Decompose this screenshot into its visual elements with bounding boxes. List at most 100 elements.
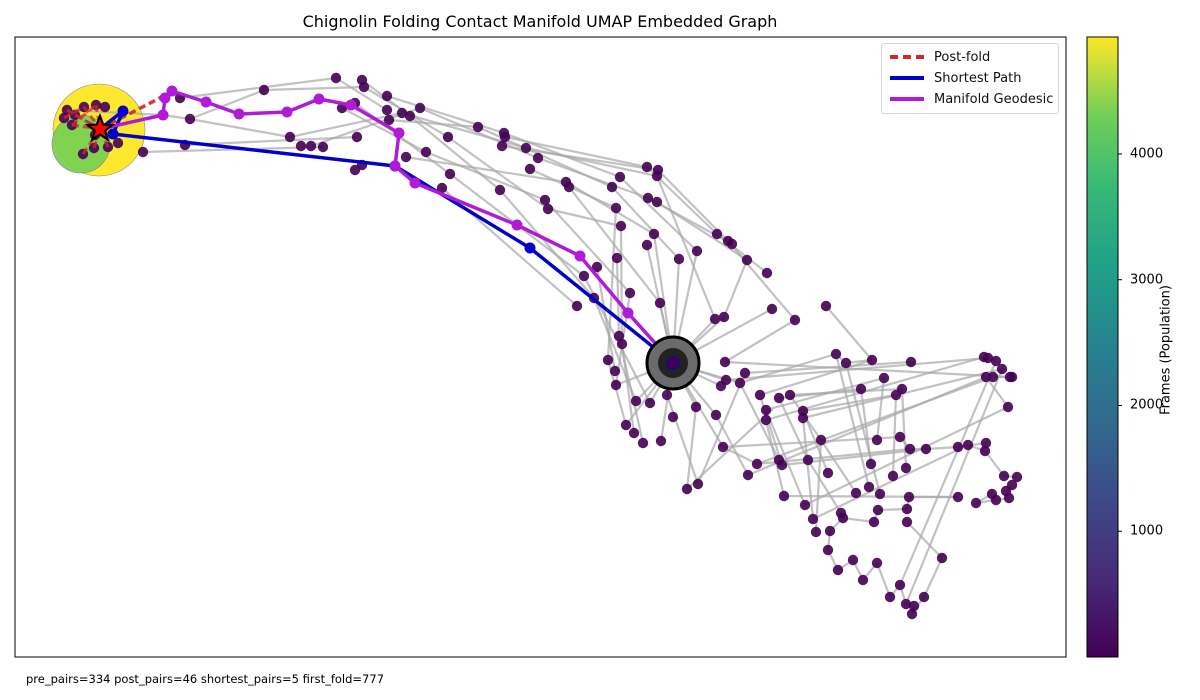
graph-edge (842, 516, 875, 524)
geodesic-node (281, 106, 293, 118)
geodesic-node (409, 177, 421, 189)
geodesic-node (622, 307, 634, 319)
graph-node (952, 491, 964, 503)
graph-edge (525, 146, 658, 178)
graph-node (797, 412, 809, 424)
graph-node (692, 478, 704, 490)
graph-node (832, 564, 844, 576)
graph-edge (504, 135, 648, 169)
graph-node (884, 591, 896, 603)
graph-node (918, 591, 930, 603)
graph-edge (807, 459, 842, 514)
graph-node (137, 146, 149, 158)
graph-node (610, 379, 622, 391)
graph-node (802, 454, 814, 466)
graph-node (810, 526, 822, 538)
graph-edge (565, 181, 655, 235)
post-fold-edge (63, 105, 85, 120)
graph-edge (898, 360, 998, 586)
graph-node (642, 192, 654, 204)
graph-node (648, 228, 660, 240)
colorbar-ticks (1118, 153, 1122, 532)
graph-node (717, 441, 729, 453)
geodesic-node (157, 109, 169, 121)
graph-node (444, 168, 456, 180)
legend-item-shortest-path: Shortest Path (882, 68, 1021, 88)
graph-node (855, 383, 867, 395)
graph-node (184, 113, 196, 125)
graph-edge (142, 145, 324, 154)
post-fold-edge (66, 108, 101, 131)
graph-edge (405, 155, 567, 184)
graph-node (824, 525, 836, 537)
graph-edge (189, 117, 291, 139)
graph-node (330, 72, 342, 84)
graph-edge (409, 115, 501, 191)
geodesic-node (233, 108, 245, 120)
solid-line-icon (890, 76, 924, 80)
graph-node (637, 437, 649, 449)
graph-edge (386, 94, 505, 135)
colorbar (1086, 36, 1119, 658)
graph-node (906, 608, 918, 620)
graph-edge (739, 352, 837, 385)
graph-edge (783, 494, 959, 499)
graph-node (524, 163, 536, 175)
graph-node (866, 354, 878, 366)
graph-node (99, 101, 111, 113)
graph-node (1011, 471, 1023, 483)
graph-node (996, 363, 1008, 375)
geodesic-node (200, 96, 212, 108)
graph-edge (619, 225, 624, 345)
graph-edge (804, 406, 1009, 506)
graph-edge (722, 435, 901, 449)
graph-node (606, 181, 618, 193)
graph-node (609, 365, 621, 377)
graph-edge (727, 240, 796, 321)
graph-node (850, 487, 862, 499)
graph-node (602, 354, 614, 366)
graph-node (578, 270, 590, 282)
graph-edge (764, 409, 807, 506)
graph-node (420, 146, 432, 158)
hub-center (666, 356, 680, 370)
graph-node (920, 443, 932, 455)
graph-node (691, 245, 703, 257)
graph-node (742, 469, 754, 481)
geodesic-node (345, 99, 357, 111)
graph-edge (665, 394, 700, 485)
graph-node (681, 483, 693, 495)
graph-node (112, 137, 124, 149)
graph-edge (189, 88, 265, 121)
graph-edge (537, 156, 649, 200)
graph-node (990, 355, 1002, 367)
graph-node (654, 297, 666, 309)
graph-edge (725, 356, 989, 382)
graph-node (908, 600, 920, 612)
graph-edge (759, 358, 873, 397)
graph-node (499, 131, 511, 143)
graph-node (815, 434, 827, 446)
graph-edge (715, 414, 749, 476)
graph-node (630, 395, 642, 407)
graph-node (542, 203, 554, 215)
graph-node (903, 491, 915, 503)
graph-node (890, 389, 902, 401)
graph-edge (923, 557, 943, 598)
graph-node (520, 142, 532, 154)
graph-node (878, 372, 890, 384)
graph-node (863, 481, 875, 493)
dashed-line-icon (890, 55, 924, 59)
graph-node (295, 140, 307, 152)
graph-node (874, 488, 886, 500)
legend: Post-fold Shortest Path Manifold Geodesi… (881, 43, 1059, 114)
graph-edge (544, 199, 631, 294)
graph-node (651, 196, 663, 208)
graph-node (979, 445, 991, 457)
graph-edge (984, 450, 1005, 477)
graph-node (776, 459, 788, 471)
graph-node (715, 380, 727, 392)
legend-item-manifold-geodesic: Manifold Geodesic (882, 89, 1053, 109)
graph-node (868, 516, 880, 528)
